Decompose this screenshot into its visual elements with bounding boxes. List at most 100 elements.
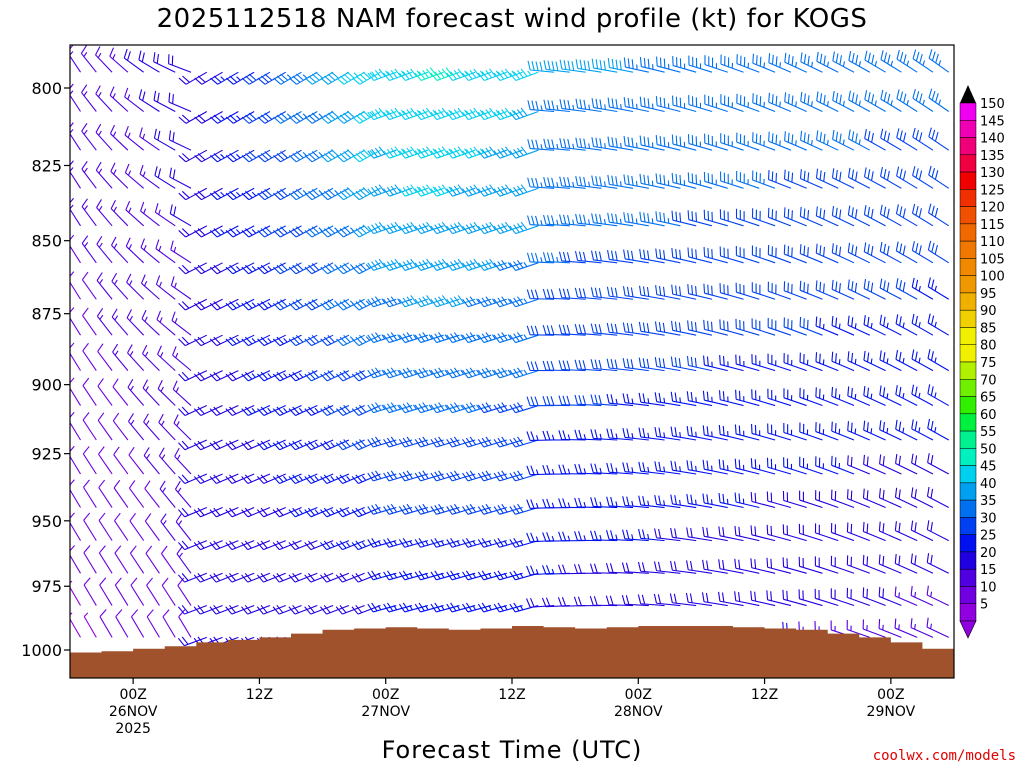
x-tick-label: 00Z bbox=[372, 687, 399, 703]
wind-barb bbox=[847, 279, 871, 300]
wind-barb bbox=[671, 247, 697, 264]
wind-barb bbox=[751, 423, 776, 441]
wind-barb bbox=[367, 332, 397, 344]
wind-barb bbox=[96, 235, 113, 264]
wind-barb bbox=[847, 351, 871, 372]
colorbar-label: 30 bbox=[980, 511, 997, 526]
wind-barb bbox=[622, 358, 649, 372]
wind-barb bbox=[799, 169, 823, 189]
wind-barb bbox=[880, 166, 902, 189]
wind-barb bbox=[161, 577, 176, 606]
wind-barb bbox=[558, 360, 586, 372]
wind-barb bbox=[910, 586, 934, 607]
wind-barb bbox=[654, 528, 681, 542]
wind-barb bbox=[686, 425, 713, 441]
wind-barb bbox=[527, 139, 555, 151]
wind-barb bbox=[225, 149, 255, 163]
wind-barb bbox=[639, 96, 665, 113]
wind-barb bbox=[862, 522, 886, 542]
wind-barb bbox=[398, 332, 428, 344]
wind-barb bbox=[847, 455, 871, 475]
wind-barb bbox=[879, 204, 902, 227]
wind-barb bbox=[863, 205, 886, 227]
wind-barb bbox=[241, 187, 271, 201]
wind-barb bbox=[241, 111, 271, 124]
wind-barb bbox=[320, 604, 350, 615]
wind-barb bbox=[124, 163, 145, 189]
wind-barb bbox=[109, 86, 129, 112]
wind-barb bbox=[543, 138, 570, 151]
wind-barb bbox=[766, 590, 792, 607]
colorbar-label: 35 bbox=[980, 494, 997, 509]
wind-barb bbox=[653, 593, 681, 607]
wind-barb bbox=[574, 531, 602, 542]
wind-barb bbox=[225, 540, 255, 551]
colorbar-label: 120 bbox=[980, 201, 1005, 216]
wind-barb bbox=[831, 386, 855, 407]
wind-barb bbox=[751, 208, 776, 227]
wind-barb bbox=[783, 281, 807, 300]
wind-barb bbox=[814, 588, 839, 607]
wind-barb bbox=[446, 402, 476, 414]
wind-barb bbox=[605, 562, 634, 574]
wind-barb bbox=[831, 489, 855, 509]
wind-barb bbox=[574, 463, 602, 475]
wind-barb bbox=[351, 473, 381, 485]
wind-barb bbox=[225, 604, 255, 615]
wind-barb bbox=[831, 205, 855, 227]
wind-barb bbox=[766, 491, 792, 509]
wind-barb bbox=[170, 240, 192, 264]
wind-barb bbox=[273, 149, 302, 163]
wind-barb bbox=[81, 235, 97, 264]
wind-barb bbox=[161, 545, 176, 574]
wind-barb bbox=[509, 436, 539, 448]
wind-barb bbox=[169, 204, 192, 227]
wind-barb bbox=[383, 538, 413, 548]
wind-barb bbox=[718, 459, 744, 475]
wind-barb bbox=[96, 199, 113, 227]
wind-barb bbox=[559, 214, 586, 227]
wind-barb bbox=[654, 426, 681, 441]
wind-barb bbox=[130, 577, 145, 606]
colorbar-swatch bbox=[959, 258, 977, 276]
wind-barb bbox=[927, 313, 950, 336]
wind-barb bbox=[97, 412, 113, 441]
wind-barb bbox=[462, 570, 492, 581]
wind-barb bbox=[814, 556, 839, 574]
wind-barb bbox=[718, 591, 744, 607]
wind-barb bbox=[462, 184, 492, 197]
wind-barb bbox=[146, 609, 160, 638]
wind-barb bbox=[622, 462, 649, 475]
wind-barb bbox=[768, 92, 792, 113]
wind-barb bbox=[430, 332, 460, 344]
wind-barb bbox=[414, 570, 444, 581]
colorbar-swatch bbox=[959, 240, 977, 259]
wind-barb bbox=[367, 184, 397, 197]
wind-barb bbox=[111, 308, 129, 336]
wind-barb bbox=[543, 214, 570, 227]
wind-barb bbox=[847, 315, 871, 336]
wind-barb bbox=[493, 436, 523, 448]
wind-barb bbox=[159, 480, 176, 508]
wind-barb bbox=[98, 545, 113, 574]
wind-barb bbox=[273, 187, 302, 201]
wind-barb bbox=[670, 460, 697, 475]
wind-barb bbox=[225, 111, 255, 124]
wind-barb bbox=[720, 171, 744, 189]
wind-barb bbox=[81, 84, 97, 112]
wind-barb bbox=[607, 174, 634, 189]
wind-barb bbox=[703, 355, 728, 372]
wind-barb bbox=[591, 137, 618, 151]
wind-barb bbox=[542, 288, 570, 300]
wind-barb bbox=[462, 296, 492, 308]
wind-barb bbox=[799, 456, 823, 475]
wind-barb bbox=[142, 344, 160, 372]
colorbar-swatch bbox=[959, 137, 977, 156]
wind-barb bbox=[704, 94, 728, 113]
wind-barb bbox=[367, 503, 397, 515]
surface-terrain bbox=[70, 625, 954, 678]
wind-barb bbox=[155, 239, 176, 264]
colorbar-swatch bbox=[959, 499, 977, 518]
wind-barb bbox=[430, 538, 460, 548]
wind-barb bbox=[832, 90, 855, 112]
